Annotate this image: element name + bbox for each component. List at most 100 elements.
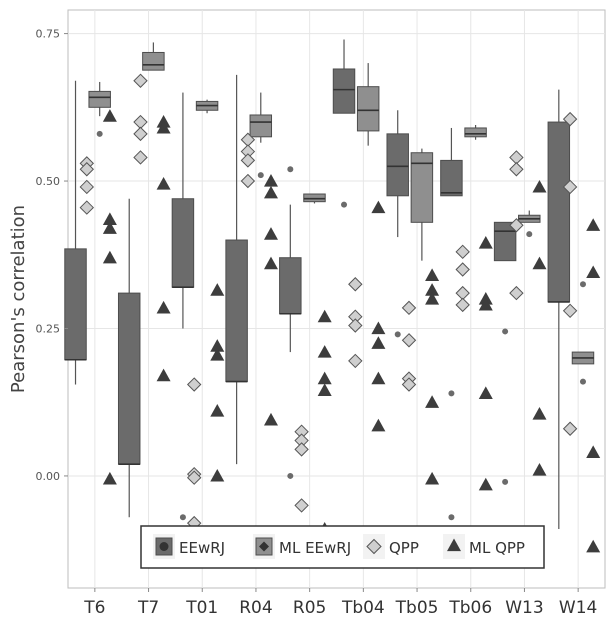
axis-layer: 0.00 0.25 0.50 0.75 T6 T7 T01 R04 R05 Tb04 Tb05 Tb0… bbox=[36, 28, 598, 617]
qpp-point bbox=[79, 179, 95, 195]
y-tick-label: 0.50 bbox=[36, 175, 61, 188]
ml-qpp-point bbox=[425, 268, 440, 282]
box-body bbox=[547, 121, 571, 303]
box-body bbox=[464, 127, 487, 138]
x-tick-label: R05 bbox=[293, 598, 326, 617]
ml-qpp-point bbox=[263, 227, 278, 240]
ml-qpp-point bbox=[586, 445, 601, 458]
qpp-point bbox=[133, 126, 148, 142]
qpp-point bbox=[133, 150, 148, 165]
qpp-point bbox=[509, 162, 524, 177]
ml-qpp-point bbox=[317, 371, 332, 385]
x-tick-label: W13 bbox=[505, 598, 543, 617]
outlier-point bbox=[579, 281, 586, 288]
qpp-point bbox=[401, 333, 417, 348]
ml-qpp-point bbox=[263, 412, 278, 426]
qpp-point bbox=[455, 244, 470, 260]
outlier-point bbox=[502, 478, 509, 485]
outlier-point bbox=[96, 130, 103, 137]
ml-qpp-point bbox=[532, 463, 547, 476]
ml-qpp-point bbox=[425, 292, 440, 305]
box-body bbox=[171, 198, 195, 288]
ml-qpp-point bbox=[102, 250, 117, 264]
box-eewrj bbox=[386, 110, 409, 338]
qpp-point bbox=[186, 470, 202, 485]
qpp-point bbox=[348, 277, 363, 292]
legend: EEwRJ ML EEwRJ QPP ML QPP bbox=[140, 525, 545, 569]
qpp-point bbox=[348, 318, 363, 333]
box-body bbox=[279, 257, 302, 315]
box-eewrj bbox=[171, 92, 195, 521]
qpp-point bbox=[562, 111, 578, 127]
y-tick-label: 0.75 bbox=[36, 28, 61, 41]
legend-key bbox=[363, 534, 385, 559]
ml-qpp-point bbox=[156, 120, 171, 134]
legend-label: QPP bbox=[389, 539, 419, 557]
ml-qpp-point bbox=[156, 300, 171, 314]
legend-circle-icon bbox=[159, 542, 169, 551]
x-tick-label: Tb04 bbox=[341, 598, 385, 617]
ml-qpp-point bbox=[478, 235, 493, 249]
ml-qpp-point bbox=[317, 383, 332, 397]
box-layer bbox=[64, 39, 595, 530]
legend-label: EEwRJ bbox=[179, 539, 225, 557]
qpp-point bbox=[509, 285, 524, 301]
legend-box bbox=[140, 525, 545, 569]
legend-key bbox=[443, 534, 465, 559]
ml-qpp-point bbox=[156, 176, 171, 190]
x-tick-label: W14 bbox=[559, 598, 597, 617]
qpp-point bbox=[79, 162, 95, 177]
ml-qpp-point bbox=[478, 386, 493, 399]
box-eewrj bbox=[332, 39, 356, 208]
qpp-point bbox=[186, 377, 202, 392]
outlier-point bbox=[502, 328, 509, 335]
box-ml-eewrj bbox=[410, 148, 434, 261]
ml-qpp-point bbox=[102, 212, 117, 225]
ml-qpp-point bbox=[156, 368, 171, 382]
qpp-point bbox=[509, 218, 524, 233]
box-ml-eewrj bbox=[88, 81, 111, 137]
outlier-point bbox=[287, 166, 294, 173]
point-layer bbox=[79, 73, 601, 553]
x-tick-label: Tb06 bbox=[448, 598, 492, 617]
box-eewrj bbox=[440, 127, 463, 521]
ml-qpp-point bbox=[371, 200, 386, 214]
box-eewrj bbox=[64, 80, 87, 385]
outlier-point bbox=[179, 514, 186, 521]
box-body bbox=[303, 193, 326, 203]
box-ml-eewrj bbox=[303, 193, 326, 204]
legend-diamond-icon bbox=[259, 541, 269, 552]
box-body bbox=[64, 248, 87, 361]
box-eewrj bbox=[117, 198, 141, 518]
ml-qpp-point bbox=[532, 407, 547, 420]
x-tick-label: T01 bbox=[185, 598, 218, 617]
box-eewrj bbox=[493, 221, 517, 485]
ml-qpp-point bbox=[586, 539, 601, 553]
ml-qpp-point bbox=[371, 321, 386, 335]
box-body bbox=[386, 133, 409, 197]
box-ml-eewrj bbox=[571, 281, 595, 385]
ml-qpp-point bbox=[210, 404, 225, 417]
legend-key bbox=[253, 534, 275, 559]
qpp-point bbox=[240, 153, 256, 168]
box-ml-eewrj bbox=[356, 63, 380, 146]
ml-qpp-point bbox=[371, 371, 386, 385]
qpp-point bbox=[401, 377, 417, 392]
ml-qpp-point bbox=[425, 283, 440, 296]
ml-qpp-point bbox=[317, 345, 332, 358]
qpp-point bbox=[562, 179, 578, 195]
qpp-point bbox=[133, 73, 148, 88]
box-ml-eewrj bbox=[195, 99, 219, 114]
qpp-point bbox=[455, 262, 470, 277]
ml-qpp-point bbox=[371, 336, 386, 349]
legend-label: ML EEwRJ bbox=[279, 539, 351, 557]
ml-qpp-point bbox=[425, 395, 440, 408]
y-axis-title: Pearson's correlation bbox=[8, 205, 29, 393]
box-ml-eewrj bbox=[464, 125, 487, 140]
qpp-point bbox=[562, 303, 578, 319]
ml-qpp-point bbox=[586, 265, 601, 279]
box-ml-eewrj bbox=[142, 42, 165, 71]
outlier-point bbox=[257, 172, 264, 179]
ml-qpp-point bbox=[102, 221, 117, 234]
x-tick-label: Tb05 bbox=[395, 598, 439, 617]
